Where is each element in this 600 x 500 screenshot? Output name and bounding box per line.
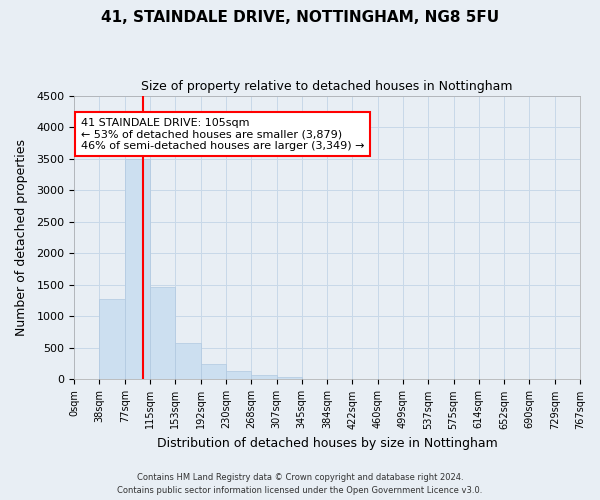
Bar (302, 379, 327, 380)
Bar (100, 300, 125, 380)
X-axis label: Distribution of detached houses by size in Nottingham: Distribution of detached houses by size … (157, 437, 497, 450)
Text: 41 STAINDALE DRIVE: 105sqm
← 53% of detached houses are smaller (3,879)
46% of s: 41 STAINDALE DRIVE: 105sqm ← 53% of deta… (80, 118, 364, 151)
Bar (150, 286, 175, 380)
Bar (200, 364, 226, 380)
Y-axis label: Number of detached properties: Number of detached properties (15, 139, 28, 336)
Text: 41, STAINDALE DRIVE, NOTTINGHAM, NG8 5FU: 41, STAINDALE DRIVE, NOTTINGHAM, NG8 5FU (101, 10, 499, 25)
Title: Size of property relative to detached houses in Nottingham: Size of property relative to detached ho… (142, 80, 513, 93)
Bar (277, 377, 302, 380)
Bar (226, 371, 251, 380)
Bar (251, 374, 277, 380)
Text: Contains HM Land Registry data © Crown copyright and database right 2024.
Contai: Contains HM Land Registry data © Crown c… (118, 473, 482, 495)
Bar (175, 343, 200, 380)
Bar (125, 158, 150, 380)
